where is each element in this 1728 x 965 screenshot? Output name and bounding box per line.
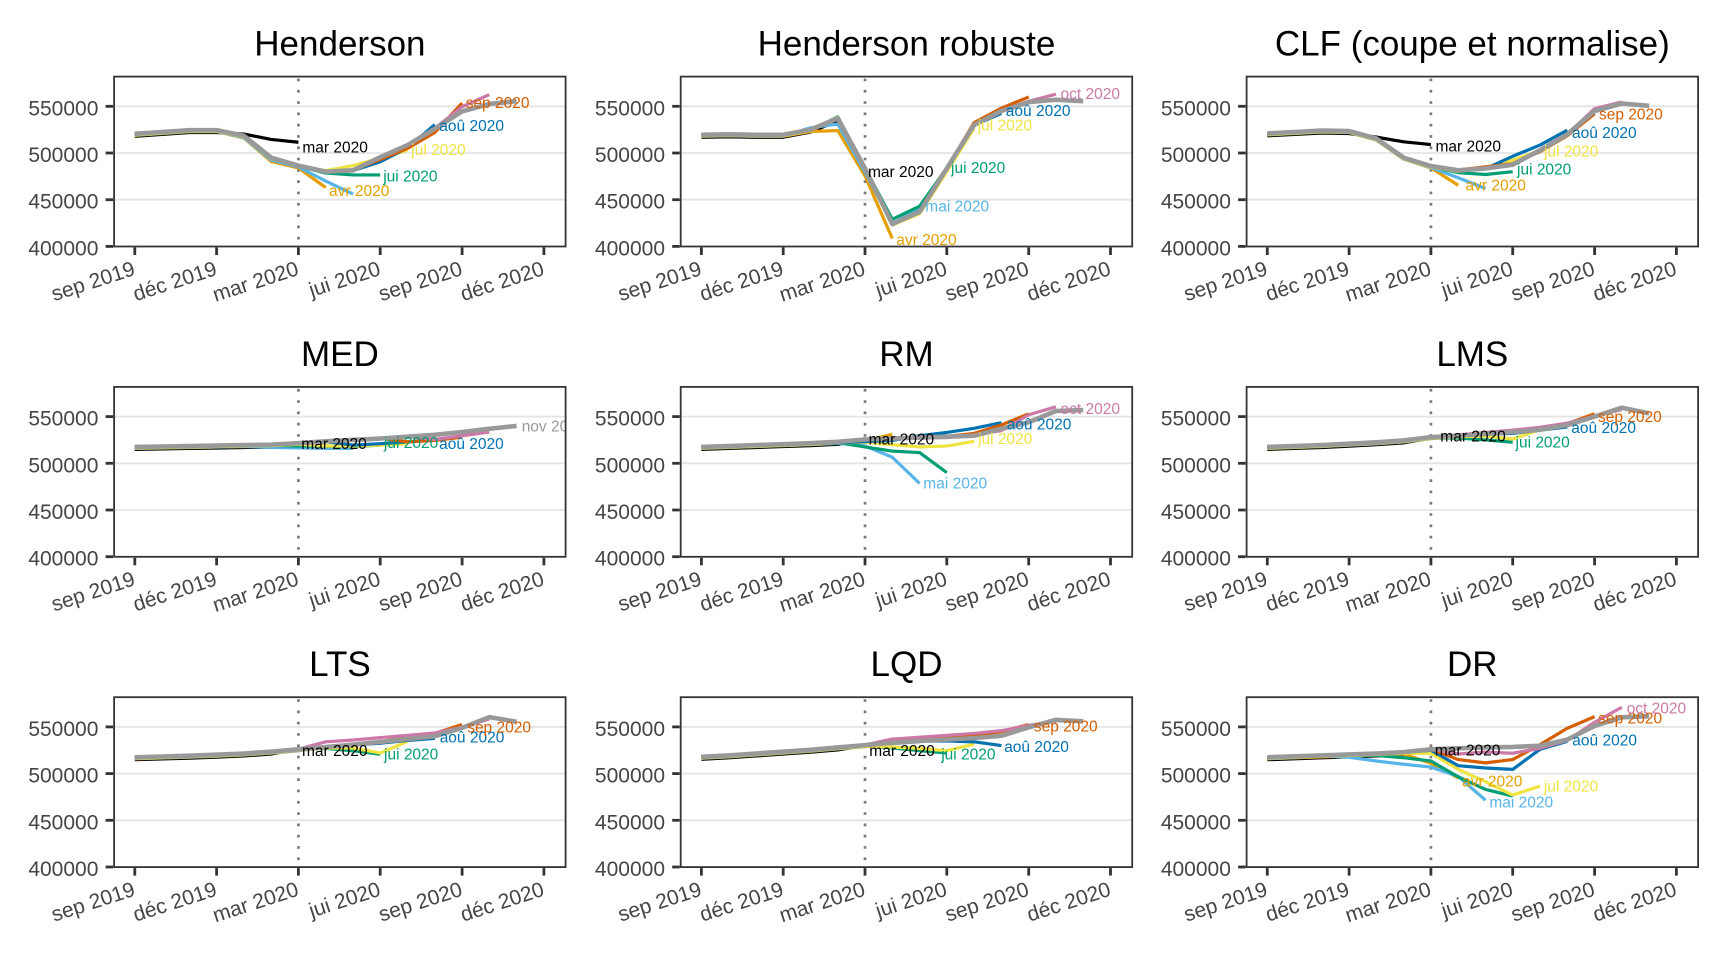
svg-text:aoû 2020: aoû 2020 (440, 729, 505, 746)
svg-text:400000: 400000 (595, 548, 665, 571)
svg-text:500000: 500000 (1161, 144, 1231, 167)
svg-text:550000: 550000 (595, 718, 665, 741)
svg-text:500000: 500000 (28, 144, 98, 167)
svg-text:LTS: LTS (309, 645, 371, 684)
svg-text:jui 2020: jui 2020 (383, 435, 439, 452)
svg-text:sep 2020: sep 2020 (1034, 719, 1098, 736)
svg-text:450000: 450000 (28, 501, 98, 524)
svg-text:oct 2020: oct 2020 (1627, 700, 1687, 717)
svg-text:jui 2020: jui 2020 (1516, 161, 1572, 178)
svg-text:mai 2020: mai 2020 (1489, 794, 1553, 811)
svg-text:450000: 450000 (595, 811, 665, 834)
svg-text:400000: 400000 (28, 548, 98, 571)
svg-text:Henderson: Henderson (254, 25, 425, 64)
svg-text:550000: 550000 (28, 97, 98, 120)
svg-text:LMS: LMS (1436, 335, 1508, 374)
svg-text:aoû 2020: aoû 2020 (439, 436, 504, 453)
svg-text:450000: 450000 (1161, 191, 1231, 214)
svg-text:aoû 2020: aoû 2020 (1572, 125, 1637, 142)
svg-text:450000: 450000 (1161, 501, 1231, 524)
svg-text:avr 2020: avr 2020 (896, 232, 957, 249)
svg-text:500000: 500000 (595, 765, 665, 788)
svg-text:sep 2020: sep 2020 (467, 720, 531, 737)
svg-text:sep 2020: sep 2020 (1598, 409, 1662, 426)
svg-text:MED: MED (301, 335, 379, 374)
svg-text:nov 2020: nov 2020 (522, 418, 586, 435)
svg-text:mar 2020: mar 2020 (869, 431, 935, 448)
svg-text:mar 2020: mar 2020 (302, 743, 368, 760)
svg-text:450000: 450000 (595, 191, 665, 214)
svg-text:jui 2020: jui 2020 (383, 746, 439, 763)
svg-text:mar 2020: mar 2020 (301, 436, 367, 453)
svg-text:avr 2020: avr 2020 (1462, 773, 1523, 790)
svg-text:jui 2020: jui 2020 (382, 168, 438, 185)
svg-text:550000: 550000 (28, 718, 98, 741)
svg-text:mar 2020: mar 2020 (869, 743, 935, 760)
svg-text:aoû 2020: aoû 2020 (1006, 103, 1071, 120)
svg-text:jul 2020: jul 2020 (1543, 143, 1599, 160)
svg-text:550000: 550000 (1161, 408, 1231, 431)
svg-text:550000: 550000 (28, 408, 98, 431)
svg-text:450000: 450000 (1161, 811, 1231, 834)
svg-text:mar 2020: mar 2020 (1435, 742, 1501, 759)
svg-text:450000: 450000 (595, 501, 665, 524)
svg-text:550000: 550000 (1161, 718, 1231, 741)
svg-text:Henderson robuste: Henderson robuste (758, 25, 1056, 64)
svg-text:mar 2020: mar 2020 (302, 139, 368, 156)
svg-text:sep 2020: sep 2020 (466, 95, 530, 112)
svg-text:CLF (coupe et normalise): CLF (coupe et normalise) (1275, 25, 1670, 64)
svg-text:jui 2020: jui 2020 (950, 160, 1006, 177)
svg-text:avr 2020: avr 2020 (329, 183, 390, 200)
svg-text:450000: 450000 (28, 811, 98, 834)
svg-text:500000: 500000 (595, 454, 665, 477)
svg-text:aoû 2020: aoû 2020 (1572, 732, 1637, 749)
svg-text:550000: 550000 (595, 97, 665, 120)
svg-text:450000: 450000 (28, 191, 98, 214)
svg-text:jui 2020: jui 2020 (940, 746, 996, 763)
svg-text:avr 2020: avr 2020 (1466, 177, 1527, 194)
svg-text:jui 2020: jui 2020 (1515, 435, 1571, 452)
svg-text:500000: 500000 (595, 144, 665, 167)
svg-text:sep 2020: sep 2020 (1598, 710, 1662, 727)
svg-text:500000: 500000 (28, 454, 98, 477)
svg-text:jul 2020: jul 2020 (977, 431, 1033, 448)
svg-text:400000: 400000 (1161, 237, 1231, 260)
svg-text:400000: 400000 (28, 237, 98, 260)
svg-text:DR: DR (1447, 645, 1498, 684)
svg-text:aoû 2020: aoû 2020 (1004, 739, 1069, 756)
svg-text:jul 2020: jul 2020 (410, 142, 466, 159)
svg-text:jul 2020: jul 2020 (977, 117, 1033, 134)
svg-text:sep 2020: sep 2020 (1599, 106, 1663, 123)
svg-text:mar 2020: mar 2020 (1436, 138, 1502, 155)
svg-text:500000: 500000 (1161, 765, 1231, 788)
svg-text:mar 2020: mar 2020 (1440, 428, 1506, 445)
svg-text:oct 2020: oct 2020 (1061, 401, 1121, 418)
svg-text:550000: 550000 (1161, 97, 1231, 120)
svg-text:400000: 400000 (28, 858, 98, 881)
svg-text:oct 2020: oct 2020 (1061, 86, 1121, 103)
svg-text:400000: 400000 (1161, 858, 1231, 881)
svg-text:jul 2020: jul 2020 (1543, 778, 1599, 795)
svg-text:400000: 400000 (595, 237, 665, 260)
svg-text:RM: RM (879, 335, 933, 374)
svg-text:LQD: LQD (871, 645, 943, 684)
svg-text:400000: 400000 (1161, 548, 1231, 571)
svg-text:mar 2020: mar 2020 (868, 164, 934, 181)
svg-text:400000: 400000 (595, 858, 665, 881)
svg-text:500000: 500000 (1161, 454, 1231, 477)
svg-text:550000: 550000 (595, 408, 665, 431)
svg-text:500000: 500000 (28, 765, 98, 788)
svg-text:mai 2020: mai 2020 (925, 198, 989, 215)
svg-text:aoû 2020: aoû 2020 (1007, 417, 1072, 434)
svg-text:aoû 2020: aoû 2020 (1571, 420, 1636, 437)
svg-text:mai 2020: mai 2020 (923, 475, 987, 492)
svg-text:aoû 2020: aoû 2020 (439, 118, 504, 135)
